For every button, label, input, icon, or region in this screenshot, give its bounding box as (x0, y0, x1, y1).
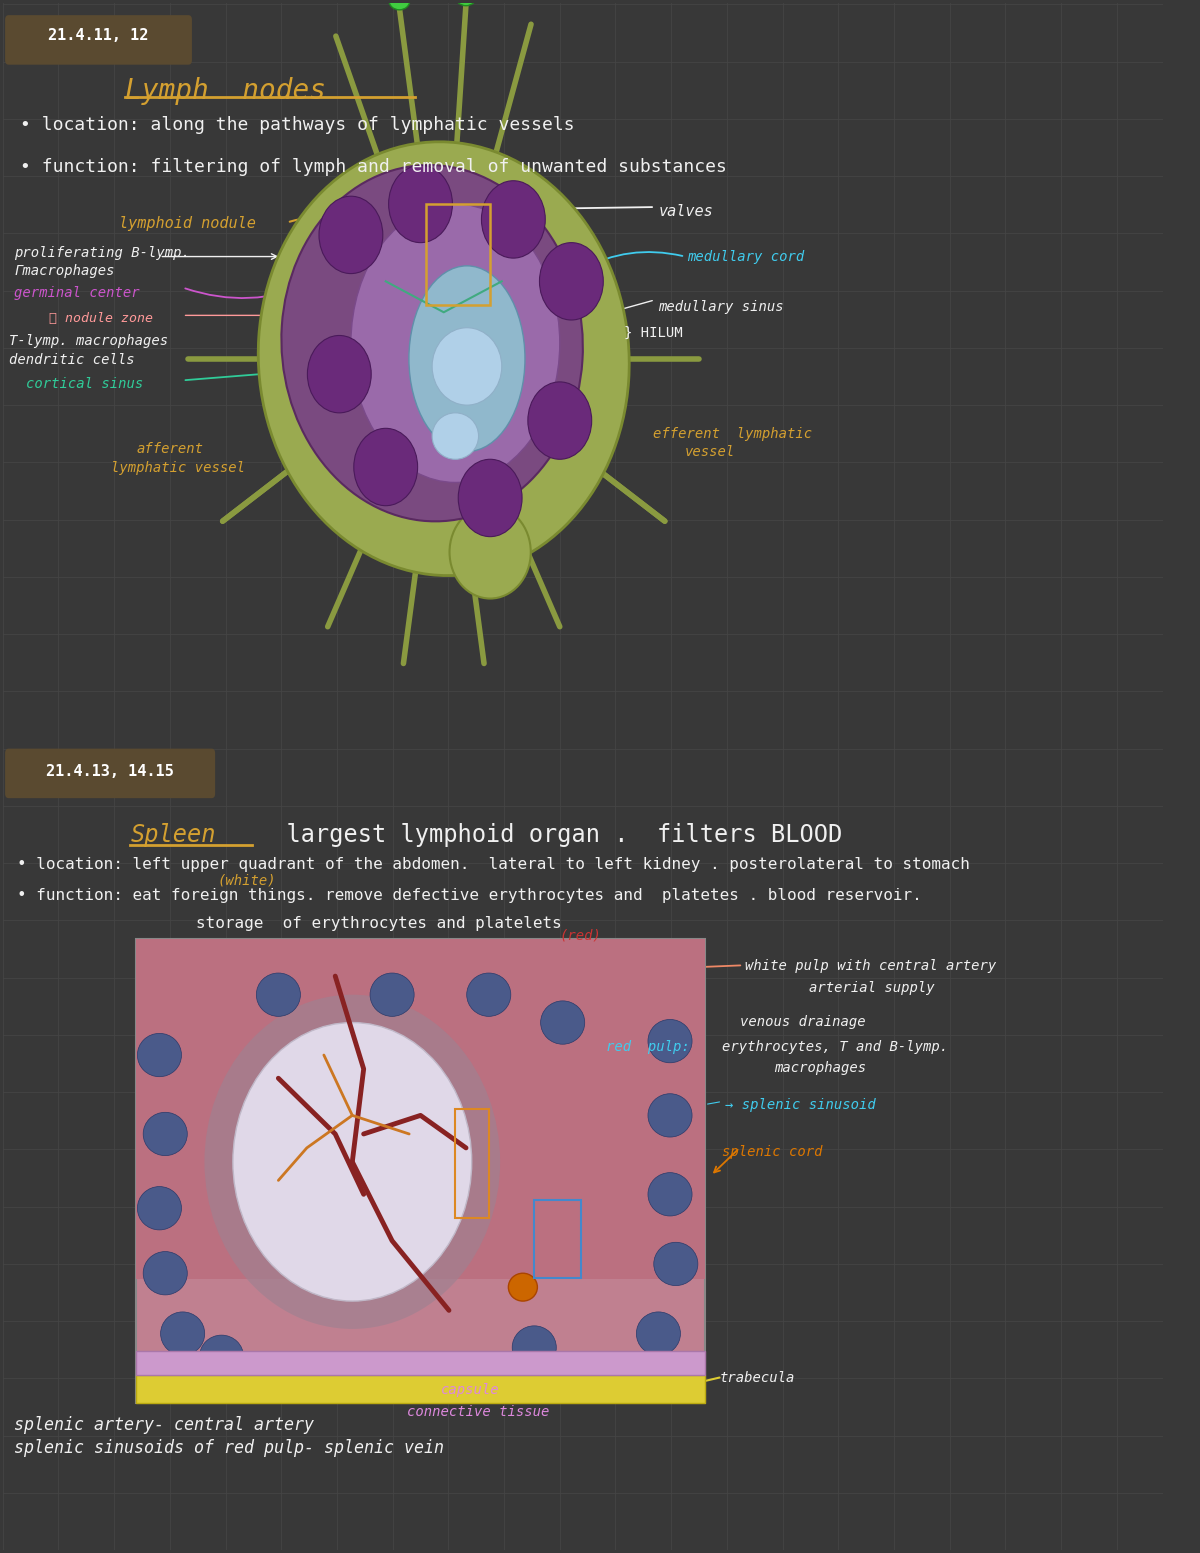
Text: efferent  lymphatic: efferent lymphatic (653, 427, 811, 441)
Ellipse shape (509, 1273, 538, 1301)
Text: storage  of erythrocytes and platelets: storage of erythrocytes and platelets (119, 916, 562, 930)
Bar (137, 940, 704, 1404)
Text: vessel: vessel (685, 446, 736, 460)
Ellipse shape (432, 413, 479, 460)
Text: cortical sinus: cortical sinus (26, 377, 143, 391)
Text: } HILUM: } HILUM (624, 326, 683, 340)
Text: venous drainage: venous drainage (739, 1014, 865, 1028)
Ellipse shape (354, 429, 418, 506)
Ellipse shape (636, 1312, 680, 1356)
Ellipse shape (528, 382, 592, 460)
Text: Spleen: Spleen (131, 823, 216, 846)
Bar (137, 1376, 704, 1404)
Ellipse shape (389, 165, 452, 242)
Text: • location: left upper quadrant of the abdomen.  lateral to left kidney . poster: • location: left upper quadrant of the a… (17, 857, 970, 871)
Text: → splenic sinusoid: → splenic sinusoid (725, 1098, 875, 1112)
Text: lymphatic vessel: lymphatic vessel (110, 461, 245, 475)
Ellipse shape (458, 460, 522, 537)
Text: germinal center: germinal center (14, 286, 140, 300)
Ellipse shape (512, 1326, 557, 1370)
Ellipse shape (282, 165, 583, 522)
Text: valves: valves (659, 203, 713, 219)
Text: dendritic cells: dendritic cells (8, 353, 134, 367)
Bar (137, 940, 704, 1280)
Bar (455, 1109, 490, 1218)
Text: 21.4.13, 14.15: 21.4.13, 14.15 (46, 764, 174, 780)
Text: white pulp with central artery: white pulp with central artery (745, 960, 997, 974)
Ellipse shape (257, 974, 300, 1016)
Ellipse shape (450, 506, 530, 598)
Text: proliferating B-lymp.: proliferating B-lymp. (14, 245, 191, 259)
Ellipse shape (258, 141, 629, 576)
FancyBboxPatch shape (5, 749, 215, 798)
Text: • function: filtering of lymph and removal of unwanted substances: • function: filtering of lymph and remov… (20, 157, 727, 175)
Ellipse shape (137, 1186, 181, 1230)
Ellipse shape (648, 1019, 692, 1062)
Text: macrophages: macrophages (774, 1061, 866, 1075)
Ellipse shape (541, 1000, 584, 1044)
Ellipse shape (648, 1173, 692, 1216)
Text: splenic sinusoids of red pulp- splenic vein: splenic sinusoids of red pulp- splenic v… (14, 1438, 444, 1457)
Ellipse shape (370, 974, 414, 1016)
Text: largest lymphoid organ .  filters BLOOD: largest lymphoid organ . filters BLOOD (258, 823, 842, 846)
Text: connective tissue: connective tissue (407, 1405, 548, 1419)
Ellipse shape (350, 203, 559, 483)
Text: splenic cord: splenic cord (722, 1145, 823, 1159)
Ellipse shape (319, 196, 383, 273)
Ellipse shape (143, 1252, 187, 1295)
Ellipse shape (137, 1033, 181, 1076)
Ellipse shape (233, 1022, 472, 1301)
Text: 21.4.11, 12: 21.4.11, 12 (48, 28, 148, 43)
Ellipse shape (389, 0, 410, 9)
Ellipse shape (654, 1242, 698, 1286)
Text: (red): (red) (559, 929, 601, 943)
Bar (426, 203, 490, 304)
FancyBboxPatch shape (5, 16, 192, 65)
Text: splenic artery- central artery: splenic artery- central artery (14, 1416, 314, 1433)
Text: medullary sinus: medullary sinus (659, 300, 784, 314)
Ellipse shape (161, 1312, 205, 1356)
Text: T-lymp. macrophages: T-lymp. macrophages (8, 334, 168, 348)
Ellipse shape (204, 994, 500, 1329)
Text: medullary cord: medullary cord (688, 250, 805, 264)
Text: afferent: afferent (137, 443, 203, 457)
Text: capsule: capsule (442, 1384, 500, 1398)
Text: • function: eat foreign things. remove defective erythrocytes and  platetes . bl: • function: eat foreign things. remove d… (17, 888, 922, 902)
Text: (white): (white) (217, 874, 276, 888)
Text: Lymph  nodes: Lymph nodes (125, 78, 325, 106)
Text: erythrocytes, T and B-lymp.: erythrocytes, T and B-lymp. (722, 1039, 948, 1053)
Text: trabecula: trabecula (720, 1371, 796, 1385)
Text: ✓ nodule zone: ✓ nodule zone (49, 312, 154, 325)
Text: red  pulp:: red pulp: (606, 1039, 690, 1053)
Ellipse shape (648, 1093, 692, 1137)
Ellipse shape (143, 1112, 187, 1155)
Ellipse shape (456, 0, 476, 6)
Ellipse shape (409, 266, 524, 452)
Text: arterial supply: arterial supply (809, 981, 935, 995)
Ellipse shape (199, 1336, 244, 1379)
Text: lymphoid nodule: lymphoid nodule (119, 216, 256, 231)
Text: • location: along the pathways of lymphatic vessels: • location: along the pathways of lympha… (20, 116, 575, 134)
Ellipse shape (467, 974, 511, 1016)
Ellipse shape (481, 180, 545, 258)
Ellipse shape (540, 242, 604, 320)
Bar (534, 1200, 581, 1278)
Ellipse shape (307, 335, 371, 413)
Bar (137, 1351, 704, 1376)
Text: Γmacrophages: Γmacrophages (14, 264, 115, 278)
Ellipse shape (432, 328, 502, 405)
